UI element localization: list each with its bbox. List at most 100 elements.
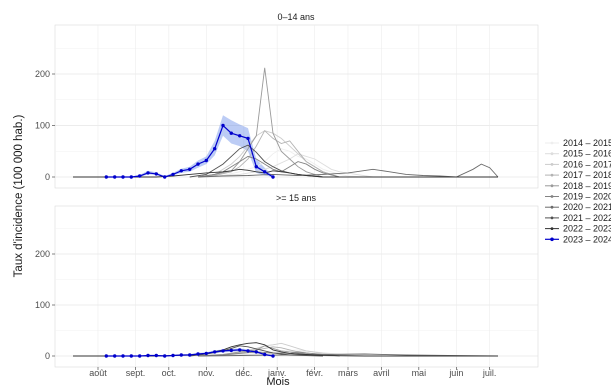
x-tick-label: oct. [162, 368, 177, 378]
x-tick-label: févr. [306, 368, 323, 378]
facet-top-lines [73, 67, 499, 178]
facet-top-panel [54, 24, 539, 189]
legend-key-point [550, 184, 554, 188]
x-tick-label: août [89, 368, 107, 378]
highlight-point [204, 158, 208, 163]
legend-item: 2023 – 2024 [545, 234, 611, 244]
legend-label: 2020 – 2021 [563, 202, 611, 212]
legend-item: 2016 – 2017 [545, 159, 611, 169]
highlight-point [254, 350, 258, 354]
series-line [206, 153, 374, 178]
x-tick-label: déc. [235, 368, 252, 378]
x-tick-label: mai [412, 368, 427, 378]
series-line [197, 163, 499, 178]
highlight-point [129, 175, 133, 179]
legend-label: 2022 – 2023 [563, 224, 611, 234]
x-tick-label: avril [373, 368, 390, 378]
highlight-point [146, 353, 150, 358]
facet-bottom-highlight [104, 348, 275, 358]
highlight-point [171, 353, 175, 358]
highlight-point [163, 175, 167, 179]
x-tick-label: juin [448, 368, 463, 378]
highlight-point [204, 351, 208, 356]
x-tick-label: mars [338, 368, 358, 378]
highlight-point [138, 174, 142, 178]
legend-item: 2014 – 2015 [545, 138, 611, 148]
highlight-point [163, 354, 167, 358]
highlight-point [121, 354, 125, 358]
highlight-point [263, 170, 267, 174]
highlight-point [121, 175, 125, 179]
series-line [197, 351, 340, 357]
highlight-point [238, 134, 242, 138]
facet-bottom-y-ticks: 0 100 200 [35, 249, 55, 361]
x-tick-label: nov. [198, 368, 214, 378]
x-axis-ticks: août sept. oct. nov. déc. janv. févr. mars avril… [89, 367, 496, 378]
y-tick-label: 0 [45, 172, 50, 182]
highlight-point [171, 172, 175, 177]
legend-key-point [550, 227, 554, 231]
highlight-point [129, 354, 133, 358]
highlight-point [213, 147, 217, 151]
highlight-point [229, 348, 233, 353]
highlight-point [221, 123, 225, 128]
highlight-point [104, 354, 109, 358]
legend-label: 2017 – 2018 [563, 170, 611, 180]
highlight-point [179, 353, 183, 357]
highlight-point [271, 175, 275, 179]
legend-key-point [550, 237, 554, 242]
y-tick-label: 0 [45, 351, 50, 361]
highlight-point [263, 352, 267, 357]
highlight-point [246, 349, 250, 353]
legend-label: 2014 – 2015 [563, 138, 611, 148]
y-tick-label: 100 [35, 300, 50, 310]
x-tick-label: sept. [126, 368, 146, 378]
legend-item: 2021 – 2022 [545, 213, 611, 223]
legend-item: 2017 – 2018 [545, 170, 611, 180]
legend-key-point [550, 205, 554, 209]
highlight-point [138, 354, 142, 358]
facet-top-y-ticks: 0 100 200 [35, 69, 55, 182]
legend-key-point [550, 141, 554, 145]
series-line [206, 148, 365, 178]
facet-bottom-label: >= 15 ans [276, 193, 317, 203]
highlight-point [104, 175, 109, 179]
facet-bottom-grid [55, 206, 538, 367]
highlight-point [221, 349, 225, 353]
highlight-point [188, 353, 192, 357]
facet-top-strip [55, 9, 538, 24]
legend-label: 2018 – 2019 [563, 181, 611, 191]
legend-label: 2019 – 2020 [563, 192, 611, 202]
highlight-point [146, 171, 150, 175]
facet-top-label: 0–14 ans [277, 12, 315, 22]
highlight-point [179, 169, 183, 173]
y-tick-label: 200 [35, 249, 50, 259]
legend-item: 2018 – 2019 [545, 181, 611, 191]
highlight-point [196, 352, 200, 356]
legend-item: 2020 – 2021 [545, 202, 611, 212]
highlight-point [154, 353, 158, 358]
facet-bottom-panel [54, 205, 539, 368]
y-axis-title: Taux d'incidence (100 000 hab.) [13, 114, 25, 277]
legend-key-point [550, 195, 554, 198]
x-tick-label: juil. [482, 368, 497, 378]
legend-key-point [550, 173, 554, 177]
series-line [197, 353, 499, 357]
legend-key-point [550, 163, 554, 166]
legend-label: 2015 – 2016 [563, 149, 611, 159]
highlight-point [154, 172, 158, 176]
highlight-point [113, 354, 117, 358]
facet-bottom: >= 15 ans 0 100 200 [35, 190, 539, 368]
highlight-point [196, 162, 200, 166]
highlight-point [271, 354, 275, 358]
highlight-point [238, 348, 242, 352]
legend-label: 2016 – 2017 [563, 159, 611, 169]
highlight-point [188, 167, 192, 171]
highlight-point [213, 350, 217, 354]
legend-key-point [550, 152, 554, 156]
legend-item: 2019 – 2020 [545, 192, 611, 202]
highlight-point [254, 165, 258, 169]
facet-top-ci-band [106, 115, 273, 177]
